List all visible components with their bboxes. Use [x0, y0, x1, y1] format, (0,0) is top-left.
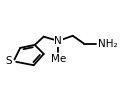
Text: S: S [5, 56, 12, 66]
Text: N: N [54, 36, 62, 46]
Text: NH₂: NH₂ [98, 39, 118, 49]
Text: Me: Me [51, 54, 66, 64]
